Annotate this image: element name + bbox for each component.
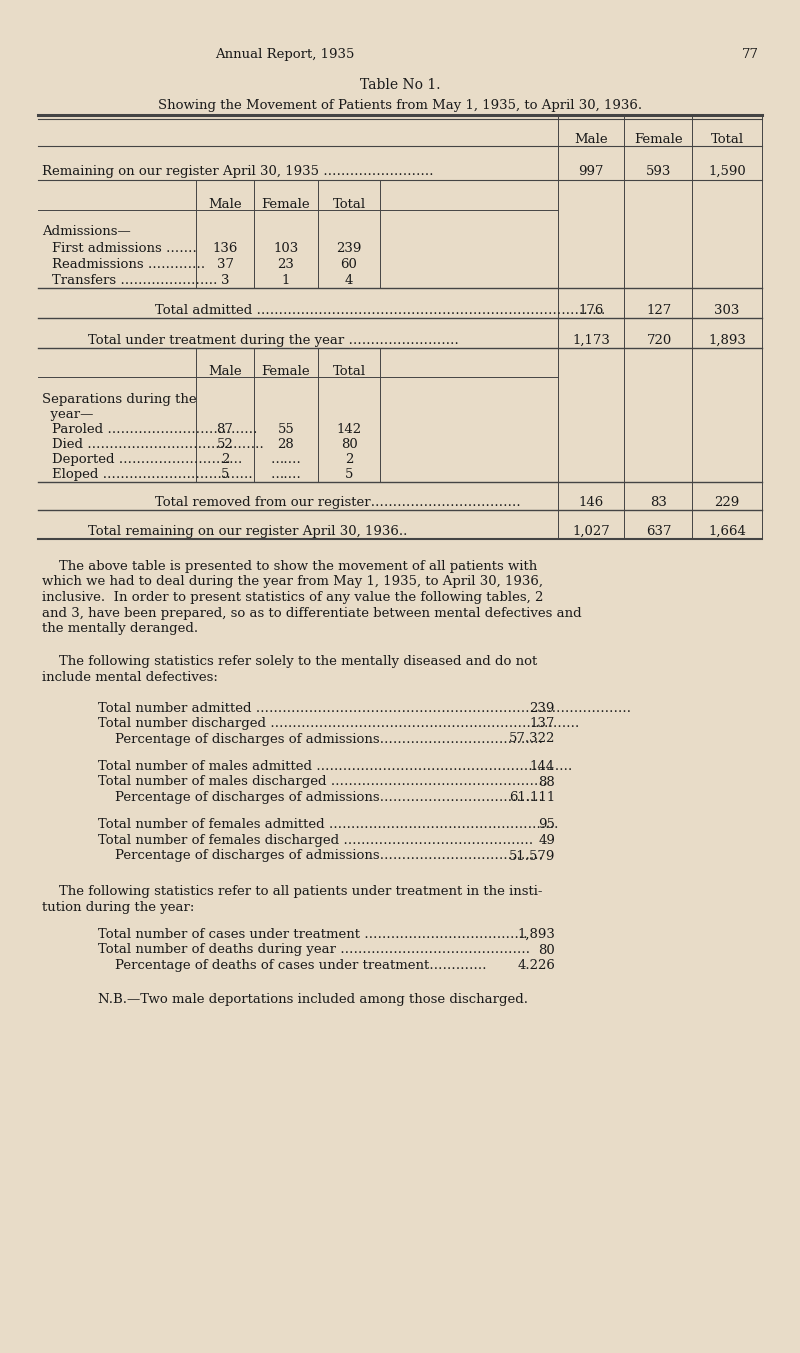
Text: The following statistics refer solely to the mentally diseased and do not: The following statistics refer solely to… bbox=[42, 655, 538, 668]
Text: Total number of females discharged …………………………………….: Total number of females discharged ……………… bbox=[98, 833, 533, 847]
Text: which we had to deal during the year from May 1, 1935, to April 30, 1936,: which we had to deal during the year fro… bbox=[42, 575, 543, 589]
Text: 95: 95 bbox=[538, 819, 555, 832]
Text: 2: 2 bbox=[221, 453, 229, 465]
Text: Transfers ………………….: Transfers …………………. bbox=[52, 275, 218, 287]
Text: Total number admitted ………………………………………………………………………….: Total number admitted ………………………………………………… bbox=[98, 701, 631, 714]
Text: 23: 23 bbox=[278, 258, 294, 271]
Text: 1,664: 1,664 bbox=[708, 525, 746, 538]
Text: Male: Male bbox=[208, 198, 242, 211]
Text: Female: Female bbox=[262, 365, 310, 377]
Text: Total number of females admitted …………………………………………….: Total number of females admitted …………………… bbox=[98, 819, 558, 832]
Text: 57.322: 57.322 bbox=[509, 732, 555, 746]
Text: 87: 87 bbox=[217, 423, 234, 436]
Text: 136: 136 bbox=[212, 242, 238, 254]
Text: Male: Male bbox=[574, 133, 608, 146]
Text: tution during the year:: tution during the year: bbox=[42, 901, 194, 913]
Text: Eloped …………………………….: Eloped ……………………………. bbox=[52, 468, 253, 482]
Text: 80: 80 bbox=[538, 943, 555, 957]
Text: Total: Total bbox=[333, 365, 366, 377]
Text: 1,893: 1,893 bbox=[517, 928, 555, 940]
Text: 88: 88 bbox=[538, 775, 555, 789]
Text: 176: 176 bbox=[578, 304, 604, 317]
Text: include mental defectives:: include mental defectives: bbox=[42, 671, 218, 685]
Text: 229: 229 bbox=[714, 497, 740, 509]
Text: Total number of deaths during year …………………………………….: Total number of deaths during year ……………… bbox=[98, 943, 530, 957]
Text: 4: 4 bbox=[345, 275, 353, 287]
Text: Total removed from our register…………………………….: Total removed from our register………………………… bbox=[155, 497, 521, 509]
Text: N.B.—Two male deportations included among those discharged.: N.B.—Two male deportations included amon… bbox=[98, 993, 528, 1005]
Text: 142: 142 bbox=[337, 423, 362, 436]
Text: 1,590: 1,590 bbox=[708, 165, 746, 179]
Text: Total number of males admitted ………………………………………………….: Total number of males admitted ………………………… bbox=[98, 760, 572, 773]
Text: 303: 303 bbox=[714, 304, 740, 317]
Text: 1,173: 1,173 bbox=[572, 334, 610, 346]
Text: 5: 5 bbox=[345, 468, 353, 482]
Text: 1,027: 1,027 bbox=[572, 525, 610, 538]
Text: …….: ……. bbox=[270, 453, 302, 465]
Text: year—: year— bbox=[42, 409, 94, 421]
Text: Table No 1.: Table No 1. bbox=[360, 78, 440, 92]
Text: 637: 637 bbox=[646, 525, 672, 538]
Text: Paroled …………………………….: Paroled ……………………………. bbox=[52, 423, 258, 436]
Text: The above table is presented to show the movement of all patients with: The above table is presented to show the… bbox=[42, 560, 538, 574]
Text: 3: 3 bbox=[221, 275, 230, 287]
Text: 77: 77 bbox=[742, 47, 758, 61]
Text: 2: 2 bbox=[345, 453, 353, 465]
Text: Deported ……………………….: Deported ………………………. bbox=[52, 453, 242, 465]
Text: inclusive.  In order to present statistics of any value the following tables, 2: inclusive. In order to present statistic… bbox=[42, 591, 543, 603]
Text: 28: 28 bbox=[278, 438, 294, 451]
Text: 4.226: 4.226 bbox=[517, 959, 555, 971]
Text: the mentally deranged.: the mentally deranged. bbox=[42, 622, 198, 635]
Text: First admissions …….: First admissions ……. bbox=[52, 242, 197, 254]
Text: 144: 144 bbox=[530, 760, 555, 773]
Text: 52: 52 bbox=[217, 438, 234, 451]
Text: Percentage of discharges of admissions……………………………….: Percentage of discharges of admissions……… bbox=[98, 732, 543, 746]
Text: 146: 146 bbox=[578, 497, 604, 509]
Text: 1,893: 1,893 bbox=[708, 334, 746, 346]
Text: Readmissions ………….: Readmissions …………. bbox=[52, 258, 205, 271]
Text: Total number of males discharged ………………………………………….: Total number of males discharged …………………… bbox=[98, 775, 547, 789]
Text: Female: Female bbox=[262, 198, 310, 211]
Text: 80: 80 bbox=[341, 438, 358, 451]
Text: Total remaining on our register April 30, 1936..: Total remaining on our register April 30… bbox=[88, 525, 407, 538]
Text: Female: Female bbox=[634, 133, 683, 146]
Text: Annual Report, 1935: Annual Report, 1935 bbox=[215, 47, 354, 61]
Text: 997: 997 bbox=[578, 165, 604, 179]
Text: Total under treatment during the year …………………….: Total under treatment during the year ……… bbox=[88, 334, 458, 346]
Text: Admissions—: Admissions— bbox=[42, 225, 130, 238]
Text: Male: Male bbox=[208, 365, 242, 377]
Text: 1: 1 bbox=[282, 275, 290, 287]
Text: Percentage of discharges of admissions……………………………….: Percentage of discharges of admissions……… bbox=[98, 850, 543, 862]
Text: Total: Total bbox=[710, 133, 743, 146]
Text: Total number discharged …………………………………………………………….: Total number discharged …………………………………………… bbox=[98, 717, 579, 731]
Text: 55: 55 bbox=[278, 423, 294, 436]
Text: 127: 127 bbox=[646, 304, 672, 317]
Text: 60: 60 bbox=[341, 258, 358, 271]
Text: 51.579: 51.579 bbox=[509, 850, 555, 862]
Text: 61.111: 61.111 bbox=[509, 792, 555, 804]
Text: 720: 720 bbox=[646, 334, 672, 346]
Text: Total admitted …………………………………………………………………….: Total admitted …………………………………………………………………… bbox=[155, 304, 606, 317]
Text: Showing the Movement of Patients from May 1, 1935, to April 30, 1936.: Showing the Movement of Patients from Ma… bbox=[158, 99, 642, 112]
Text: 37: 37 bbox=[217, 258, 234, 271]
Text: 83: 83 bbox=[650, 497, 667, 509]
Text: Percentage of discharges of admissions……………………………….: Percentage of discharges of admissions……… bbox=[98, 792, 543, 804]
Text: 239: 239 bbox=[530, 701, 555, 714]
Text: The following statistics refer to all patients under treatment in the insti-: The following statistics refer to all pa… bbox=[42, 885, 542, 898]
Text: Total number of cases under treatment ……………………………….: Total number of cases under treatment ……… bbox=[98, 928, 527, 940]
Text: …….: ……. bbox=[270, 468, 302, 482]
Text: Separations during the: Separations during the bbox=[42, 392, 197, 406]
Text: 5: 5 bbox=[221, 468, 229, 482]
Text: 593: 593 bbox=[646, 165, 672, 179]
Text: 103: 103 bbox=[274, 242, 298, 254]
Text: Total: Total bbox=[333, 198, 366, 211]
Text: Percentage of deaths of cases under treatment………….: Percentage of deaths of cases under trea… bbox=[98, 959, 486, 971]
Text: Remaining on our register April 30, 1935 …………………….: Remaining on our register April 30, 1935… bbox=[42, 165, 434, 179]
Text: 137: 137 bbox=[530, 717, 555, 731]
Text: Died ………………………………….: Died …………………………………. bbox=[52, 438, 264, 451]
Text: and 3, have been prepared, so as to differentiate between mental defectives and: and 3, have been prepared, so as to diff… bbox=[42, 606, 582, 620]
Text: 239: 239 bbox=[336, 242, 362, 254]
Text: 49: 49 bbox=[538, 833, 555, 847]
